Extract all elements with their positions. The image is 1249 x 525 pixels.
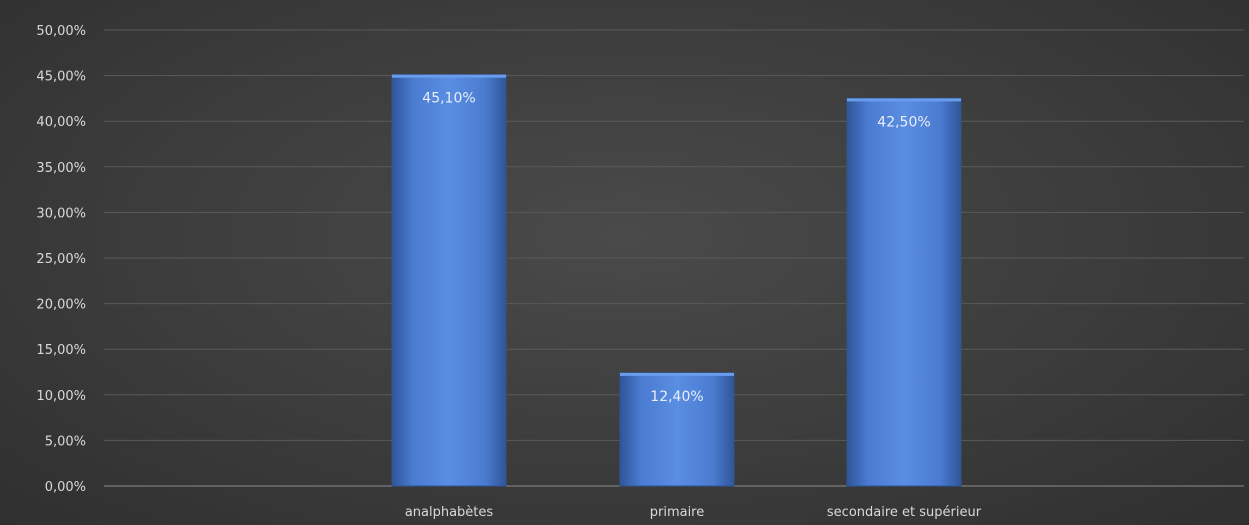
y-tick-label: 50,00% [36, 24, 86, 39]
bars: 45,10% 12,40% 42,50% [391, 74, 962, 487]
data-label: 45,10% [422, 91, 475, 107]
y-tick-label: 20,00% [36, 298, 86, 313]
data-label: 42,50% [877, 114, 930, 130]
x-axis-category-labels: analphabètes primaire secondaire et supéri… [405, 505, 982, 520]
y-tick-label: 25,00% [36, 252, 86, 267]
category-label: secondaire et supérieur [827, 505, 982, 520]
grid-lines [104, 29, 1244, 487]
category-label: analphabètes [405, 505, 494, 520]
category-label: primaire [650, 505, 705, 520]
y-tick-label: 5,00% [45, 434, 86, 449]
bar-top-edge [847, 98, 961, 102]
bar [619, 372, 735, 487]
y-tick-label: 10,00% [36, 389, 86, 404]
y-tick-label: 35,00% [36, 161, 86, 176]
bar [391, 74, 507, 487]
y-tick-label: 0,00% [45, 480, 86, 495]
y-tick-label: 15,00% [36, 343, 86, 358]
y-tick-label: 30,00% [36, 206, 86, 221]
data-label: 12,40% [650, 389, 703, 405]
bar-top-edge [620, 372, 734, 376]
bar-top-edge [392, 74, 506, 78]
y-tick-label: 40,00% [36, 115, 86, 130]
bar [846, 97, 962, 487]
y-axis-tick-labels: 0,00% 5,00% 10,00% 15,00% 20,00% 25,00% 30,00%… [36, 24, 86, 495]
y-tick-label: 45,00% [36, 70, 86, 85]
